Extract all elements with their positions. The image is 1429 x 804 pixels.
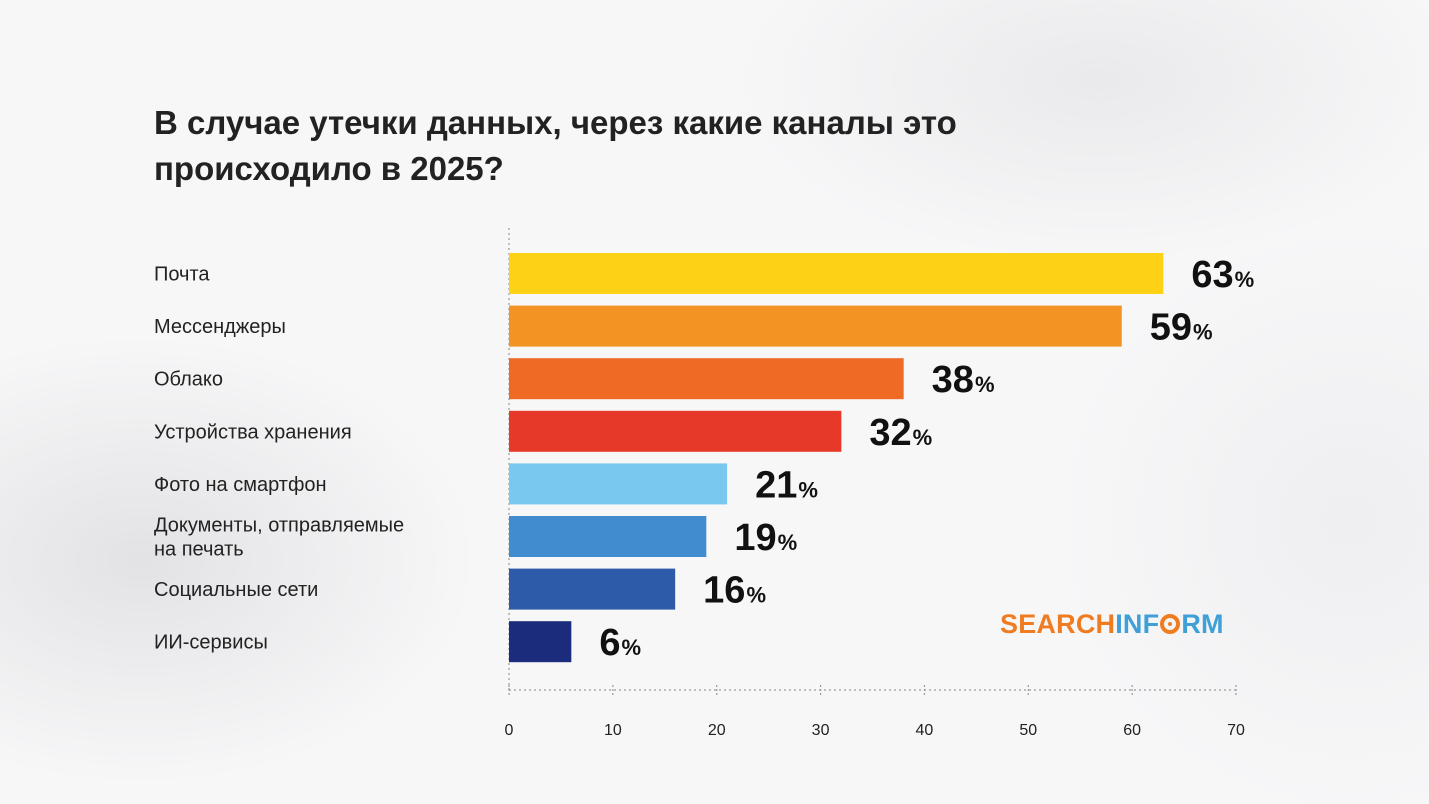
- chart-bars: [509, 253, 1164, 663]
- value-percent: %: [975, 372, 995, 397]
- value-label: 6%: [599, 622, 641, 664]
- logo-rm-text: RM: [1181, 609, 1224, 639]
- category-labels: Почта Мессенджеры Облако Устройства хранени…: [154, 264, 404, 654]
- category-label: ИИ-сервисы: [154, 632, 268, 654]
- value-number: 19: [734, 517, 776, 559]
- value-labels: 63%59%38%32%21%19%16%6%: [599, 254, 1254, 664]
- value-percent: %: [798, 477, 818, 502]
- category-label: Облако: [154, 369, 223, 391]
- searchinform-logo: SEARCHINF RM: [1000, 609, 1224, 643]
- bar: [509, 410, 842, 452]
- bar: [509, 568, 676, 610]
- logo-inf-text: INF: [1115, 609, 1160, 639]
- value-label: 59%: [1150, 307, 1213, 349]
- x-tick-label: 20: [708, 722, 726, 739]
- bar: [509, 516, 707, 557]
- value-percent: %: [913, 425, 933, 450]
- value-percent: %: [621, 635, 641, 660]
- bar: [509, 253, 1164, 294]
- bar: [509, 621, 572, 663]
- value-number: 63: [1191, 254, 1233, 296]
- x-tick-label: 70: [1227, 722, 1245, 739]
- value-label: 38%: [932, 359, 995, 401]
- value-number: 59: [1150, 307, 1192, 349]
- category-label: Документы, отправляемые: [154, 515, 404, 537]
- value-label: 21%: [755, 464, 818, 506]
- value-percent: %: [1235, 267, 1255, 292]
- value-label: 63%: [1191, 254, 1254, 296]
- value-percent: %: [746, 583, 766, 608]
- value-number: 32: [869, 412, 911, 454]
- category-label: Мессенджеры: [154, 316, 286, 338]
- bar: [509, 463, 728, 505]
- x-tick-label: 60: [1123, 722, 1141, 739]
- x-tick-label: 0: [505, 722, 514, 739]
- category-label: Устройства хранения: [154, 421, 352, 443]
- value-number: 6: [599, 622, 620, 664]
- x-tick-labels: 0 10 20 30 40 50 60 70: [505, 722, 1245, 739]
- target-o-icon: [1160, 614, 1181, 634]
- category-label: Фото на смартфон: [154, 474, 327, 496]
- value-label: 16%: [703, 570, 766, 612]
- bar: [509, 305, 1122, 347]
- value-label: 32%: [869, 412, 932, 454]
- category-label: на печать: [154, 539, 244, 561]
- value-number: 38: [932, 359, 974, 401]
- value-label: 19%: [734, 517, 797, 559]
- value-percent: %: [1193, 320, 1213, 345]
- category-label: Почта: [154, 264, 210, 286]
- category-label: Социальные сети: [154, 579, 318, 601]
- chart-title: В случае утечки данных, через какие кана…: [154, 104, 957, 187]
- x-tick-label: 30: [812, 722, 830, 739]
- value-number: 21: [755, 464, 797, 506]
- x-tick-label: 40: [916, 722, 934, 739]
- x-tick-label: 50: [1019, 722, 1037, 739]
- chart-axes: [508, 228, 1237, 695]
- value-number: 16: [703, 570, 745, 612]
- bar: [509, 358, 904, 400]
- x-tick-label: 10: [604, 722, 622, 739]
- value-percent: %: [778, 530, 798, 555]
- logo-search-text: SEARCH: [1000, 609, 1116, 639]
